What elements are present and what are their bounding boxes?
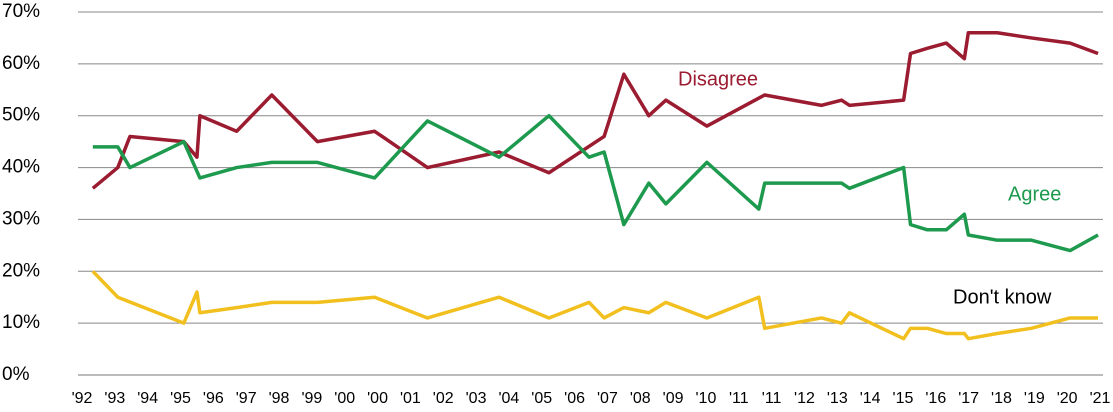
x-tick-label: '00 [367,390,388,407]
x-tick-label: '92 [72,390,93,407]
x-tick-label: '17 [958,390,979,407]
x-tick-label: '93 [104,390,125,407]
x-tick-label: '10 [696,390,717,407]
series-label: Don't know [953,286,1052,308]
x-tick-label: '97 [236,390,257,407]
x-tick-label: '04 [498,390,519,407]
x-tick-label: '19 [1024,390,1045,407]
series-label: Disagree [678,68,758,90]
x-tick-label: '18 [991,390,1012,407]
y-tick-label: 60% [2,53,40,74]
x-tick-label: '15 [893,390,914,407]
x-tick-label: '20 [1057,390,1078,407]
line [92,113,1099,253]
x-tick-label: '03 [466,390,487,407]
line [91,270,1099,341]
x-tick-label: '94 [137,390,158,407]
y-tick-label: 40% [2,157,40,178]
x-tick-label: '11 [729,390,749,407]
y-tick-label: 30% [2,208,40,229]
y-tick-label: 50% [2,105,40,126]
x-tick-label: '95 [170,390,191,407]
y-tick-label: 70% [2,1,40,22]
x-tick-label: '08 [630,390,651,407]
x-tick-label: '98 [269,390,290,407]
x-tick-label: '14 [860,390,881,407]
x-tick-label: '06 [564,390,585,407]
line [91,30,1099,190]
x-tick-label: '07 [597,390,618,407]
y-tick-label: 0% [2,364,30,385]
x-tick-label: '13 [827,390,848,407]
x-tick-label: '99 [301,390,322,407]
x-tick-label: '16 [925,390,946,407]
x-tick-label: '00 [334,390,355,407]
series-label: Agree [1008,183,1061,205]
x-tick-label: '01 [400,390,421,407]
y-tick-label: 10% [2,312,40,333]
x-tick-label: '02 [433,390,454,407]
x-tick-label: '09 [663,390,684,407]
x-tick-label: '96 [203,390,224,407]
y-tick-label: 20% [2,260,40,281]
x-tick-label: '11 [762,390,782,407]
x-tick-label: '12 [794,390,815,407]
x-tick-label: '21 [1090,390,1111,407]
x-tick-label: '05 [531,390,552,407]
